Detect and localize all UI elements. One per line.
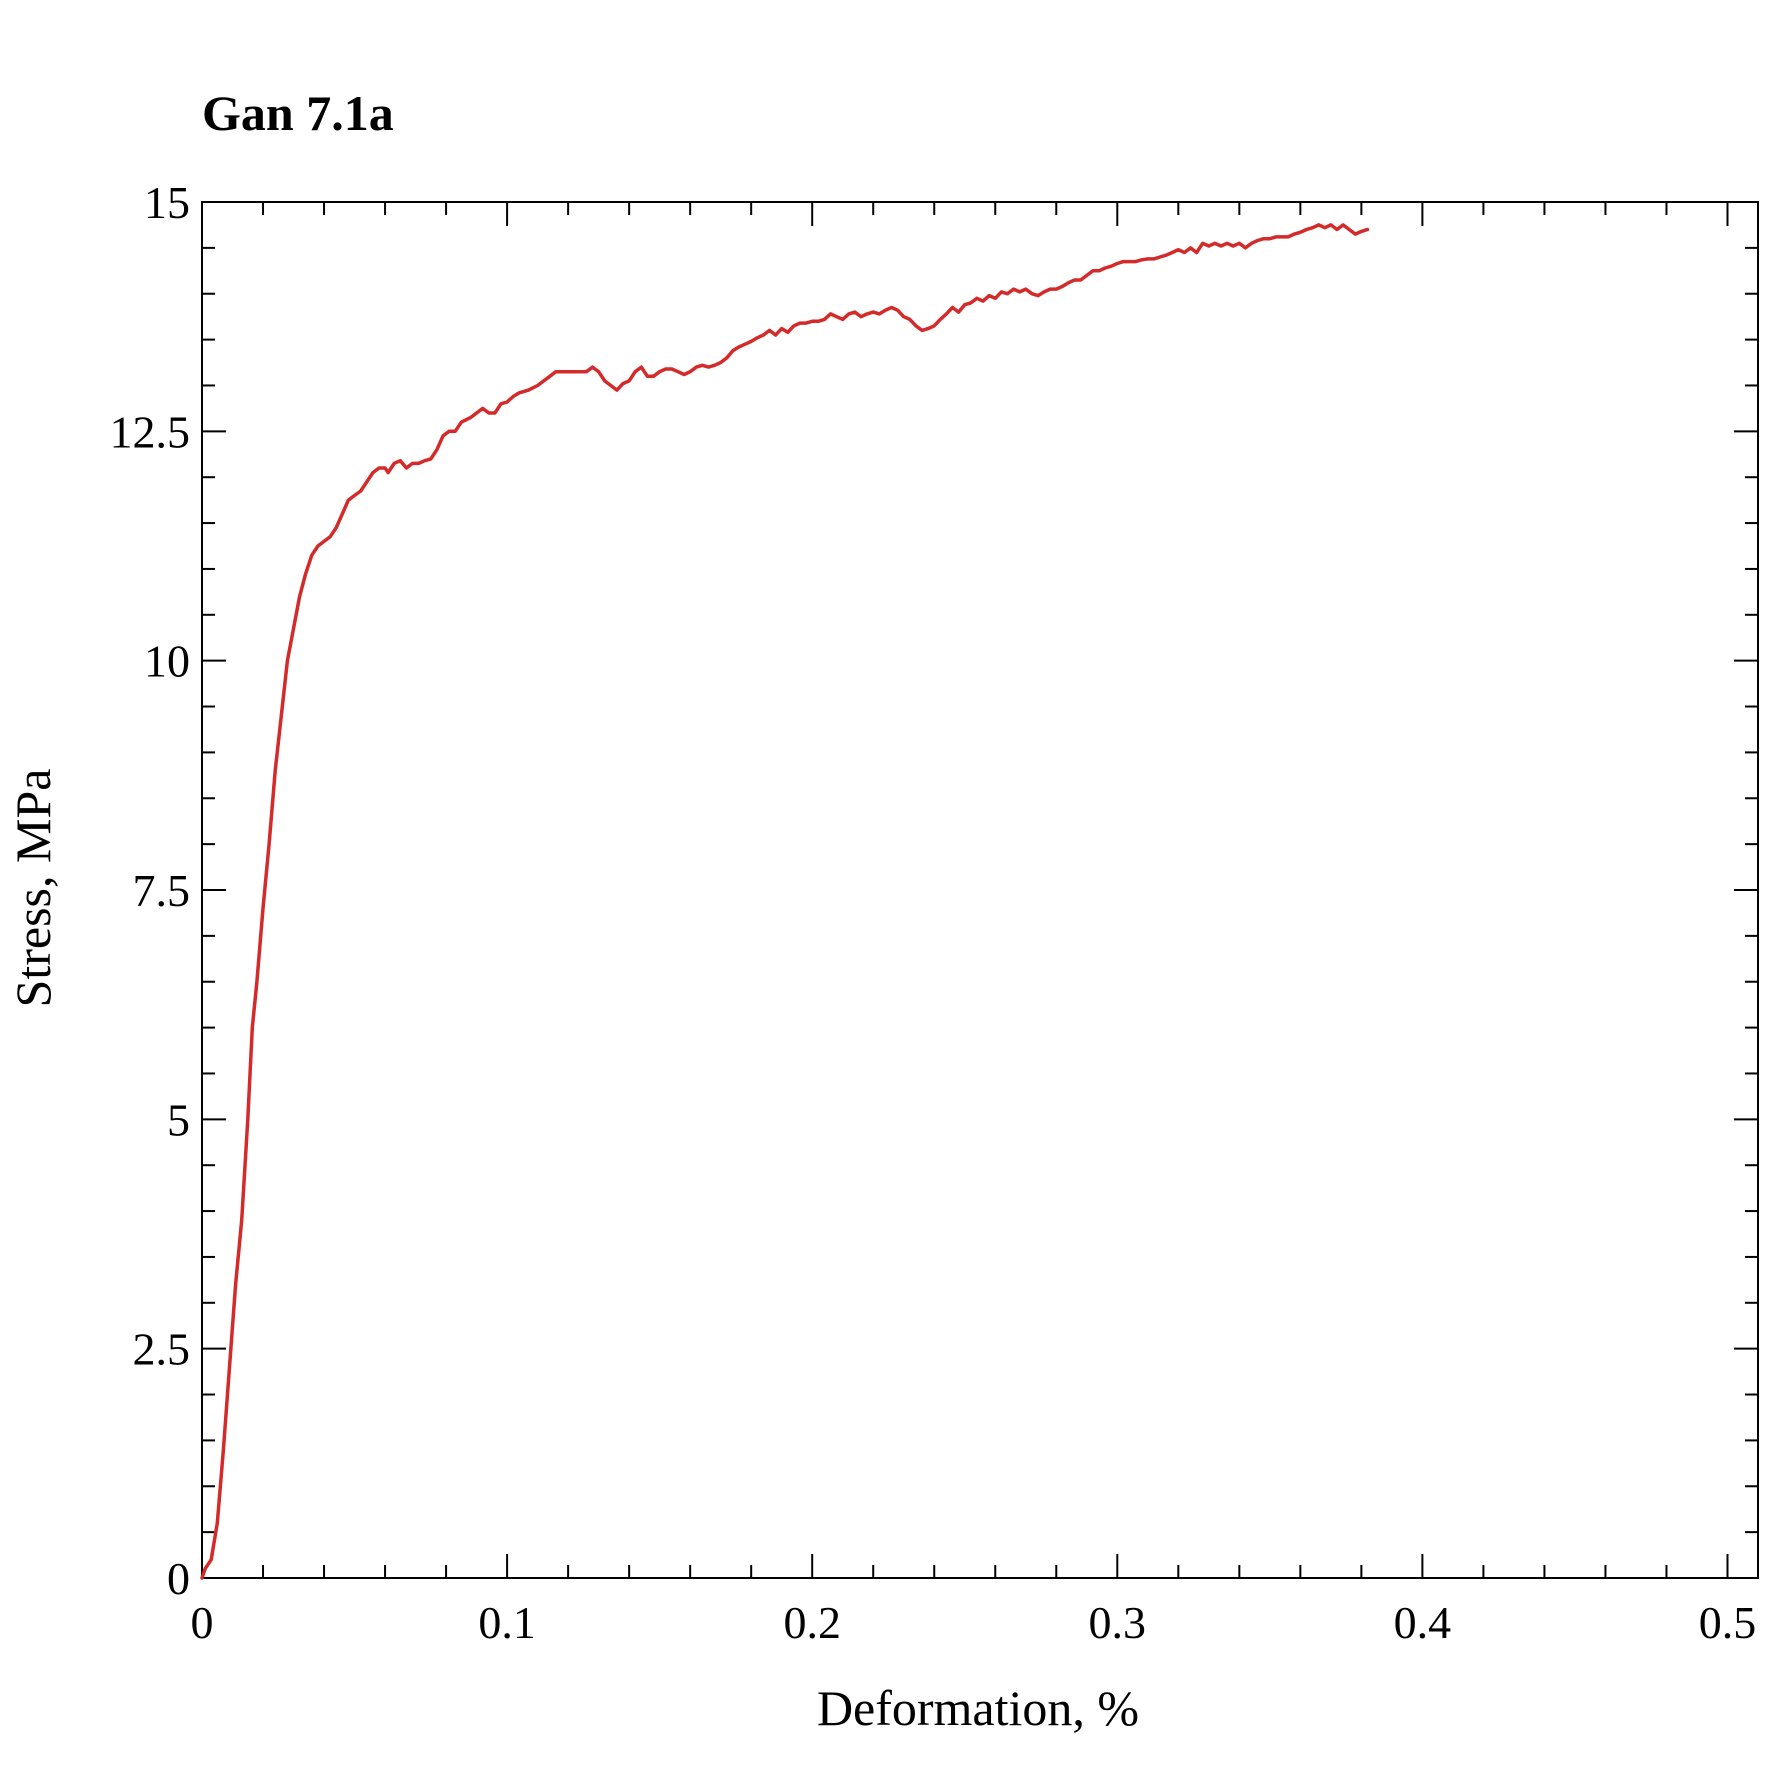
x-tick-label: 0.5 (1699, 1597, 1757, 1648)
y-tick-label: 7.5 (133, 865, 191, 916)
y-tick-label: 15 (144, 177, 190, 228)
x-axis-title: Deformation, % (817, 1680, 1139, 1736)
y-axis-title: Stress, MPa (5, 769, 61, 1008)
y-tick-label: 0 (167, 1553, 190, 1604)
x-tick-label: 0.4 (1394, 1597, 1452, 1648)
y-tick-label: 5 (167, 1094, 190, 1145)
x-tick-label: 0 (191, 1597, 214, 1648)
y-tick-label: 2.5 (133, 1324, 191, 1375)
x-tick-label: 0.1 (478, 1597, 536, 1648)
chart-title: Gan 7.1a (202, 85, 394, 141)
x-tick-label: 0.3 (1089, 1597, 1147, 1648)
y-tick-label: 12.5 (110, 406, 191, 457)
x-tick-label: 0.2 (783, 1597, 841, 1648)
y-tick-label: 10 (144, 636, 190, 687)
